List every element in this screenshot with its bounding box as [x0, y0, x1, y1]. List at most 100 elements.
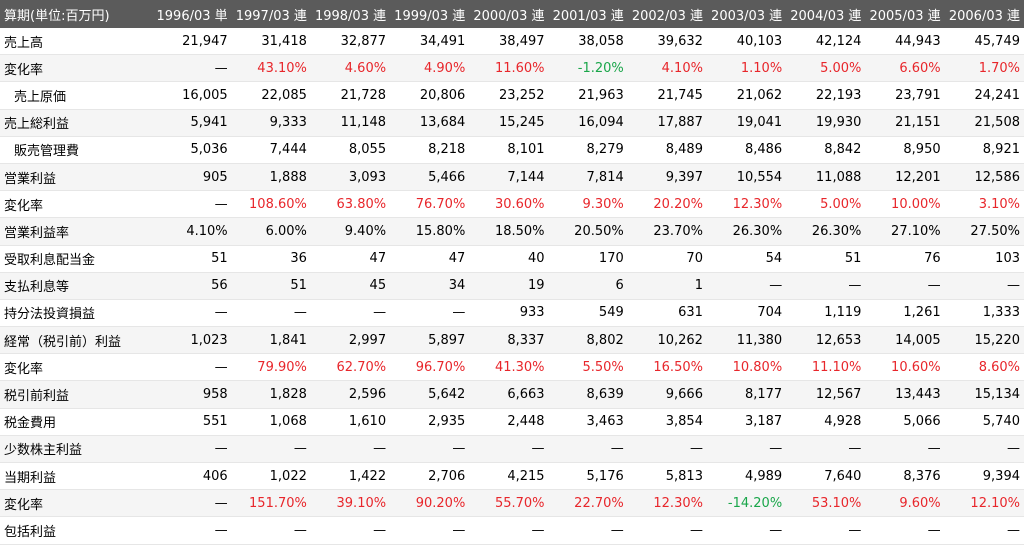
- table-body: 売上高 21,947 31,418 32,877 34,491 38,497 38,058 3…: [0, 28, 1024, 545]
- table-cell: 1,119: [786, 299, 866, 328]
- table-cell: 9,666: [627, 380, 707, 409]
- table-cell: 23,252: [469, 81, 549, 110]
- table-cell: 47: [310, 245, 391, 273]
- table-cell: 38,058: [548, 28, 628, 56]
- table-cell: 39.10%: [310, 489, 391, 518]
- table-cell: 2,448: [469, 408, 549, 436]
- table-cell: 5.00%: [786, 54, 866, 83]
- table-cell: 8,279: [548, 136, 628, 164]
- table-cell: 551: [152, 408, 232, 436]
- row-label: 少数株主利益: [0, 435, 153, 464]
- table-cell: 8.60%: [944, 353, 1024, 382]
- table-cell: —: [310, 299, 391, 328]
- table-cell: 103: [944, 245, 1024, 273]
- table-cell: 15,245: [469, 109, 549, 137]
- table-cell: 34,491: [390, 28, 470, 56]
- table-cell: 5,941: [152, 109, 232, 137]
- table-cell: —: [390, 299, 470, 328]
- table-cell: 90.20%: [390, 489, 470, 518]
- table-cell: 22.70%: [548, 489, 628, 518]
- table-row: 当期利益 406 1,022 1,422 2,706 4,215 5,176 5,813 4,9…: [0, 462, 1024, 491]
- table-cell: 15,220: [944, 326, 1024, 355]
- table-cell: —: [390, 435, 470, 464]
- table-cell: 18.50%: [469, 217, 549, 246]
- table-cell: 51: [786, 245, 866, 273]
- table-cell: 12,653: [786, 326, 866, 355]
- table-row: 変化率 —79.90% 62.70% 96.70% 41.30% 5.50% 16.50% 1…: [0, 353, 1024, 382]
- header-period: 1996/03 単: [152, 0, 232, 28]
- header-period: 1997/03 連: [231, 0, 311, 28]
- row-label: 包括利益: [0, 516, 153, 545]
- table-cell: 76: [865, 245, 945, 273]
- table-cell: 14,005: [865, 326, 945, 355]
- row-label: 変化率: [0, 489, 153, 518]
- table-cell: —: [786, 435, 866, 464]
- table-cell: 44,943: [865, 28, 945, 56]
- table-row: 営業利益率 4.10% 6.00% 9.40% 15.80% 18.50% 20.50% 23…: [0, 217, 1024, 246]
- table-cell: 15,134: [944, 380, 1024, 409]
- table-cell: 10.80%: [706, 353, 787, 382]
- table-cell: -14.20%: [706, 489, 787, 518]
- table-cell: 23.70%: [627, 217, 707, 246]
- table-cell: 13,684: [390, 109, 470, 137]
- table-cell: 12.30%: [706, 190, 787, 219]
- table-cell: 11.60%: [469, 54, 549, 83]
- table-cell: 9,333: [231, 109, 311, 137]
- table-cell: 704: [706, 299, 787, 328]
- table-row: 営業利益 905 1,888 3,093 5,466 7,144 7,814 9,397 10,…: [0, 163, 1024, 192]
- table-cell: 8,639: [548, 380, 628, 409]
- table-row: 税引前利益 958 1,828 2,596 5,642 6,663 8,639 9,666 8,…: [0, 380, 1024, 409]
- table-cell: 70: [627, 245, 707, 273]
- table-cell: 10.60%: [865, 353, 945, 382]
- table-cell: —: [152, 54, 232, 83]
- table-cell: —: [152, 489, 232, 518]
- table-cell: 11,088: [786, 163, 866, 192]
- table-cell: —: [706, 435, 787, 464]
- row-label: 持分法投資損益: [0, 299, 153, 328]
- row-label: 変化率: [0, 54, 153, 83]
- table-cell: 16,005: [152, 81, 232, 110]
- table-cell: 40,103: [706, 28, 787, 56]
- row-label: 税金費用: [0, 408, 153, 436]
- table-cell: 9,397: [627, 163, 707, 192]
- header-period: 2006/03 連: [944, 0, 1024, 28]
- table-cell: 36: [231, 245, 311, 273]
- table-cell: 6: [548, 272, 628, 300]
- table-cell: —: [944, 516, 1024, 545]
- table-cell: —: [944, 435, 1024, 464]
- table-cell: 11,148: [310, 109, 391, 137]
- table-cell: —: [786, 516, 866, 545]
- table-cell: —: [152, 435, 232, 464]
- table-cell: 54: [706, 245, 787, 273]
- table-cell: -1.20%: [548, 54, 628, 83]
- table-cell: 631: [627, 299, 707, 328]
- row-label: 当期利益: [0, 462, 153, 491]
- table-cell: 11.10%: [786, 353, 866, 382]
- table-cell: 5.50%: [548, 353, 628, 382]
- table-row: 売上原価 16,005 22,085 21,728 20,806 23,252 21,963…: [0, 81, 1024, 110]
- table-row: 包括利益 — — — — — — — — — — —: [0, 516, 1024, 545]
- table-cell: 22,193: [786, 81, 866, 110]
- table-row: 売上高 21,947 31,418 32,877 34,491 38,497 38,058 3…: [0, 28, 1024, 56]
- table-cell: —: [865, 272, 945, 300]
- table-cell: 4,215: [469, 462, 549, 491]
- table-cell: 55.70%: [469, 489, 549, 518]
- table-cell: 8,950: [865, 136, 945, 164]
- table-cell: 21,508: [944, 109, 1024, 137]
- table-cell: 3,854: [627, 408, 707, 436]
- table-cell: 12.30%: [627, 489, 707, 518]
- table-cell: 32,877: [310, 28, 391, 56]
- table-cell: 5,036: [152, 136, 232, 164]
- header-row: 算期(単位:百万円) 1996/03 単 1997/03 連 1998/03 連 19…: [0, 0, 1024, 28]
- table-cell: 41.30%: [469, 353, 549, 382]
- table-cell: 9.60%: [865, 489, 945, 518]
- table-cell: 2,935: [390, 408, 470, 436]
- table-cell: 1,068: [231, 408, 311, 436]
- table-cell: 38,497: [469, 28, 549, 56]
- table-cell: 9.40%: [310, 217, 391, 246]
- header-period: 2003/03 連: [706, 0, 787, 28]
- header-period: 1999/03 連: [390, 0, 470, 28]
- table-cell: 5,813: [627, 462, 707, 491]
- table-cell: 5,066: [865, 408, 945, 436]
